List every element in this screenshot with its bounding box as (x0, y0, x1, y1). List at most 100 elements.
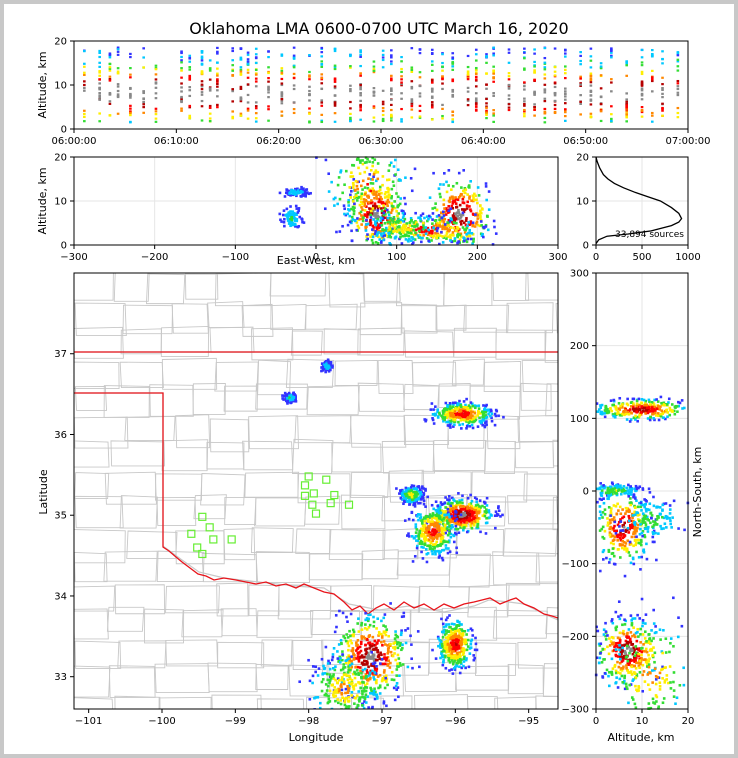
map-source (356, 716, 359, 719)
time-altitude-source (579, 94, 582, 97)
map-source (456, 644, 460, 647)
time-altitude-source (359, 72, 362, 75)
map-source (425, 538, 429, 542)
map-source (341, 653, 344, 656)
county-outline (451, 358, 485, 386)
time-altitude-source (523, 68, 526, 71)
map-source (451, 515, 455, 518)
map-source (404, 641, 408, 645)
time-altitude-source (231, 59, 235, 62)
map-source (347, 657, 350, 661)
map-source (483, 506, 486, 509)
map-source (453, 410, 457, 413)
time-altitude-source (661, 76, 664, 79)
map-source (336, 650, 339, 653)
east-west-source (371, 178, 374, 181)
county-outline (242, 440, 294, 471)
map-source (465, 648, 469, 652)
map-source (460, 517, 464, 521)
east-west-source (422, 227, 425, 231)
map-source (445, 646, 449, 649)
time-altitude-source (485, 105, 488, 108)
map-source (364, 652, 368, 656)
time-altitude-source (676, 52, 680, 55)
map-source (468, 506, 472, 510)
time-altitude-source (116, 50, 120, 53)
east-west-source (369, 235, 372, 239)
map-source (373, 666, 377, 669)
time-altitude-source (564, 108, 567, 111)
map-source (474, 404, 478, 408)
map-source (434, 521, 438, 525)
time-altitude-source (418, 104, 422, 108)
map-source (339, 702, 343, 706)
east-west-source (356, 217, 359, 220)
map-source (313, 696, 316, 700)
east-west-source (382, 231, 386, 235)
time-altitude-source (610, 105, 613, 108)
map-source (442, 528, 445, 532)
time-altitude-source (372, 105, 376, 108)
east-west-source (284, 191, 288, 195)
east-west-source (355, 199, 359, 202)
map-source (433, 543, 437, 546)
map-source (383, 653, 386, 656)
map-source (481, 514, 485, 517)
time-altitude-source (553, 66, 557, 69)
county-outline (308, 553, 364, 581)
time-altitude-source (267, 91, 270, 94)
map-source (326, 678, 330, 682)
east-west-source (392, 221, 395, 224)
map-source (481, 415, 484, 419)
east-west-source (454, 202, 458, 205)
map-source (413, 495, 416, 498)
map-source (376, 675, 380, 678)
time-altitude-source (280, 92, 284, 95)
map-source (497, 505, 500, 508)
county-outline (257, 359, 292, 396)
map-source (366, 678, 369, 682)
east-west-source (392, 165, 396, 168)
map-source (495, 512, 499, 516)
county-outline (388, 469, 425, 503)
map-source (354, 696, 357, 700)
east-west-source (454, 212, 457, 216)
time-altitude-source (108, 69, 112, 72)
time-altitude-source (200, 50, 204, 53)
map-source (371, 648, 375, 651)
east-west-source (357, 166, 360, 170)
map-source (363, 696, 367, 699)
east-west-source (471, 242, 474, 245)
east-west-source (386, 220, 390, 224)
time-altitude-source (246, 60, 250, 63)
east-west-source (363, 161, 367, 164)
map-source (445, 650, 449, 654)
east-west-source (369, 213, 373, 217)
east-west-source (295, 207, 299, 210)
east-west-source (465, 217, 468, 220)
time-altitude-source (430, 101, 434, 104)
time-altitude-source (640, 92, 644, 96)
east-west-source (474, 194, 477, 198)
map-source (347, 648, 350, 652)
north-south-source (633, 650, 636, 654)
time-altitude-source (200, 51, 204, 54)
map-source (369, 688, 373, 691)
east-west-source (375, 227, 379, 231)
map-source (443, 655, 447, 659)
time-altitude-source (410, 66, 414, 69)
time-altitude-source (308, 74, 311, 77)
time-altitude-source (441, 65, 444, 68)
time-altitude-source (333, 49, 337, 53)
map-source (328, 712, 331, 715)
county-outline (351, 696, 385, 709)
map-source (441, 622, 445, 626)
time-altitude-source (553, 82, 557, 85)
map-source (463, 511, 467, 515)
map-source (401, 643, 404, 646)
map-source (328, 667, 332, 671)
map-source (428, 513, 432, 516)
time-altitude-source (200, 80, 204, 83)
map-source (394, 630, 397, 633)
time-altitude-source (83, 73, 86, 77)
